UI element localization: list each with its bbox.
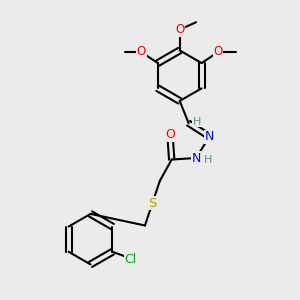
- Text: N: N: [192, 152, 201, 164]
- Text: O: O: [165, 128, 175, 141]
- Text: O: O: [137, 45, 146, 58]
- Text: S: S: [148, 197, 157, 210]
- Text: H: H: [204, 155, 213, 165]
- Text: N: N: [205, 130, 214, 143]
- Text: O: O: [175, 23, 184, 36]
- Text: O: O: [213, 45, 223, 58]
- Text: Cl: Cl: [125, 253, 137, 266]
- Text: H: H: [193, 117, 201, 127]
